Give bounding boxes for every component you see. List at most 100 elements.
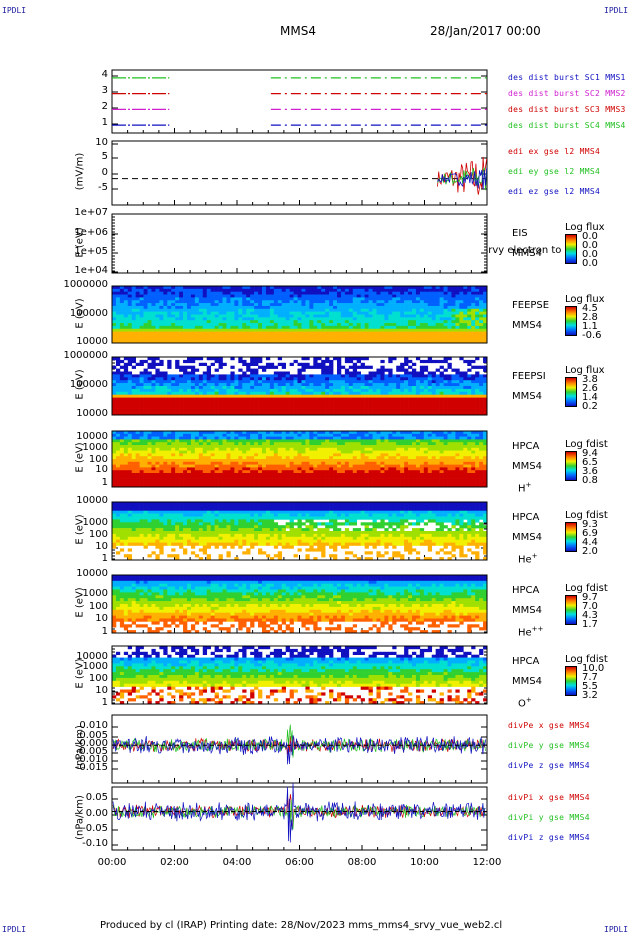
ytick-divpe: 0.000 [79, 738, 108, 749]
ytick-divpi: -0.05 [82, 823, 108, 834]
colorbar-value-hpca_o: 7.7 [582, 672, 598, 683]
ytick-eis: 1e+05 [74, 246, 108, 257]
panel-divpi [111, 786, 488, 851]
overlay-eis: srvy electron to [483, 245, 562, 256]
colorbar-value-eis: 0.0 [582, 258, 598, 269]
spectrogram-hpca_o [112, 646, 488, 705]
ytick-divpe: 0.005 [79, 730, 108, 741]
ytick-hpca_hepp: 10 [95, 613, 108, 624]
colorbar-value-hpca_o: 5.5 [582, 681, 598, 692]
legend-divpi: divPi x gse MMS4 [508, 793, 590, 802]
ytick-hpca_he: 10 [95, 541, 108, 552]
legend-divpe: divPe z gse MMS4 [508, 761, 590, 770]
ytick-feeps_e: 1000000 [63, 279, 108, 290]
legend-divpi: divPi z gse MMS4 [508, 833, 590, 842]
page-title: MMS4 [280, 24, 316, 38]
ytick-feeps_e: 10000 [76, 336, 108, 347]
ytick-divpi: 0.05 [85, 792, 108, 803]
colorbar-value-hpca_hepp: 9.7 [582, 592, 598, 603]
edi-series [437, 168, 488, 189]
spectrogram-feeps_e [112, 286, 488, 344]
legend-burst: des dist burst SC1 MMS1 [508, 73, 626, 82]
legend-edi: edi ez gse l2 MMS4 [508, 187, 601, 196]
colorbar-hpca_h [565, 451, 577, 481]
ytick-divpi: 0.00 [85, 808, 108, 819]
ytick-hpca_h: 10000 [76, 431, 108, 442]
legend-edi: edi ex gse l2 MMS4 [508, 147, 601, 156]
colorbar-hpca_he [565, 522, 577, 552]
colorbar-title-feeps_e: Log flux [565, 294, 605, 305]
colorbar-title-hpca_o: Log fdist [565, 654, 608, 665]
colorbar-feeps_e [565, 306, 577, 336]
colorbar-value-eis: 0.0 [582, 231, 598, 242]
ytick-burst: 4 [101, 69, 108, 80]
ytick-edi: 0 [101, 167, 108, 178]
spacecraft-hpca_hepp: MMS4 [512, 605, 542, 616]
page-footer: Produced by cl (IRAP) Printing date: 28/… [100, 920, 503, 931]
colorbar-value-feeps_e: 2.8 [582, 312, 598, 323]
ytick-hpca_he: 100 [88, 529, 108, 540]
corner-logo-bottom-right: IPDLI [604, 925, 629, 934]
ytick-divpe: -0.015 [75, 762, 108, 773]
panel-burst [111, 69, 488, 134]
ytick-hpca_hepp: 100 [88, 601, 108, 612]
ytick-hpca_h: 1000 [82, 442, 108, 453]
spacecraft-hpca_he: MMS4 [512, 532, 542, 543]
xtick-label: 02:00 [160, 857, 189, 868]
ytick-hpca_o: 100 [88, 673, 108, 684]
ytick-hpca_he: 10000 [76, 495, 108, 506]
legend-edi: edi ey gse l2 MMS4 [508, 167, 601, 176]
colorbar-value-feeps_i: 2.6 [582, 383, 598, 394]
spacecraft-eis: MMS4 [512, 248, 542, 259]
colorbar-hpca_hepp [565, 595, 577, 625]
xtick-label: 04:00 [222, 857, 252, 868]
ytick-hpca_o: 1000 [82, 661, 108, 672]
ytick-feeps_i: 1000000 [63, 350, 108, 361]
spacecraft-feeps_e: MMS4 [512, 320, 542, 331]
spectrogram-hpca_hepp [112, 575, 488, 634]
ytick-divpe: -0.005 [75, 746, 108, 757]
instrument-hpca_o: HPCA [512, 656, 540, 667]
colorbar-value-hpca_hepp: 1.7 [582, 619, 598, 630]
instrument-eis: EIS [512, 228, 528, 239]
instrument-feeps_i: FEEPSI [512, 371, 546, 382]
colorbar-title-hpca_hepp: Log fdist [565, 583, 608, 594]
instrument-hpca_he: HPCA [512, 512, 540, 523]
legend-burst: des dist burst SC4 MMS4 [508, 121, 626, 130]
spacecraft-hpca_h: MMS4 [512, 461, 542, 472]
ytick-hpca_hepp: 1 [101, 626, 108, 637]
ytick-eis: 1e+04 [74, 265, 108, 276]
legend-burst: des dist burst SC3 MMS3 [508, 105, 626, 114]
colorbar-value-hpca_h: 0.8 [582, 475, 598, 486]
spectrogram-hpca_h [112, 431, 488, 488]
ytick-hpca_h: 100 [88, 454, 108, 465]
legend-divpi: divPi y gse MMS4 [508, 813, 590, 822]
colorbar-value-hpca_he: 9.3 [582, 519, 598, 530]
colorbar-value-feeps_e: 4.5 [582, 303, 598, 314]
instrument-feeps_e: FEEPSE [512, 300, 550, 311]
colorbar-feeps_i [565, 377, 577, 407]
charge-hpca_hepp: ++ [531, 625, 544, 633]
colorbar-value-hpca_o: 3.2 [582, 690, 598, 701]
pressure-series [112, 735, 486, 765]
colorbar-value-hpca_h: 9.4 [582, 448, 598, 459]
colorbar-value-hpca_o: 10.0 [582, 663, 605, 674]
colorbar-value-hpca_he: 4.4 [582, 537, 598, 548]
ytick-hpca_o: 10 [95, 685, 108, 696]
ytick-eis: 1e+06 [74, 227, 108, 238]
colorbar-value-hpca_hepp: 4.3 [582, 610, 598, 621]
spacecraft-hpca_o: MMS4 [512, 676, 542, 687]
panel-edi [111, 140, 488, 206]
xtick-label: 10:00 [410, 857, 439, 868]
xtick-label: 00:00 [97, 857, 127, 868]
xtick-label: 06:00 [285, 857, 314, 868]
ytick-burst: 2 [101, 101, 108, 112]
ytick-divpe: 0.010 [79, 720, 108, 731]
ytick-hpca_hepp: 10000 [76, 568, 108, 579]
spectrogram-hpca_he [112, 502, 488, 561]
ytick-hpca_h: 10 [95, 464, 108, 475]
species-hpca_h: H+ [518, 481, 532, 495]
ytick-edi: 10 [95, 137, 108, 148]
colorbar-title-hpca_h: Log fdist [565, 439, 608, 450]
